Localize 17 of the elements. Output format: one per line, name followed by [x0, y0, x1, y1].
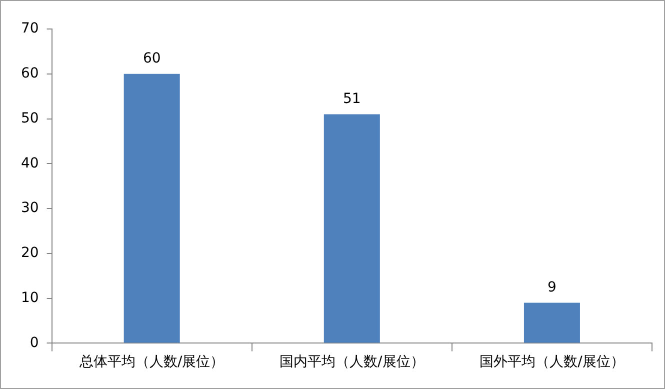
x-tick-label: 国外平均（人数/展位） [480, 354, 624, 370]
y-tick-label: 60 [20, 66, 39, 82]
y-tick-label: 50 [20, 110, 39, 126]
x-tick-label: 国内平均（人数/展位） [280, 354, 424, 370]
y-tick-label: 0 [30, 334, 39, 351]
bar [324, 114, 380, 343]
y-tick-label: 10 [20, 290, 39, 306]
y-tick-label: 30 [20, 200, 39, 216]
y-tick-label: 70 [20, 20, 39, 37]
y-tick-label: 20 [20, 245, 39, 262]
bar [124, 74, 180, 343]
y-tick-label: 40 [20, 155, 39, 172]
x-tick-label: 总体平均（人数/展位） [78, 354, 224, 370]
data-label: 60 [142, 50, 161, 67]
data-label: 51 [342, 90, 361, 107]
data-label: 9 [548, 279, 556, 296]
bar [524, 302, 580, 343]
